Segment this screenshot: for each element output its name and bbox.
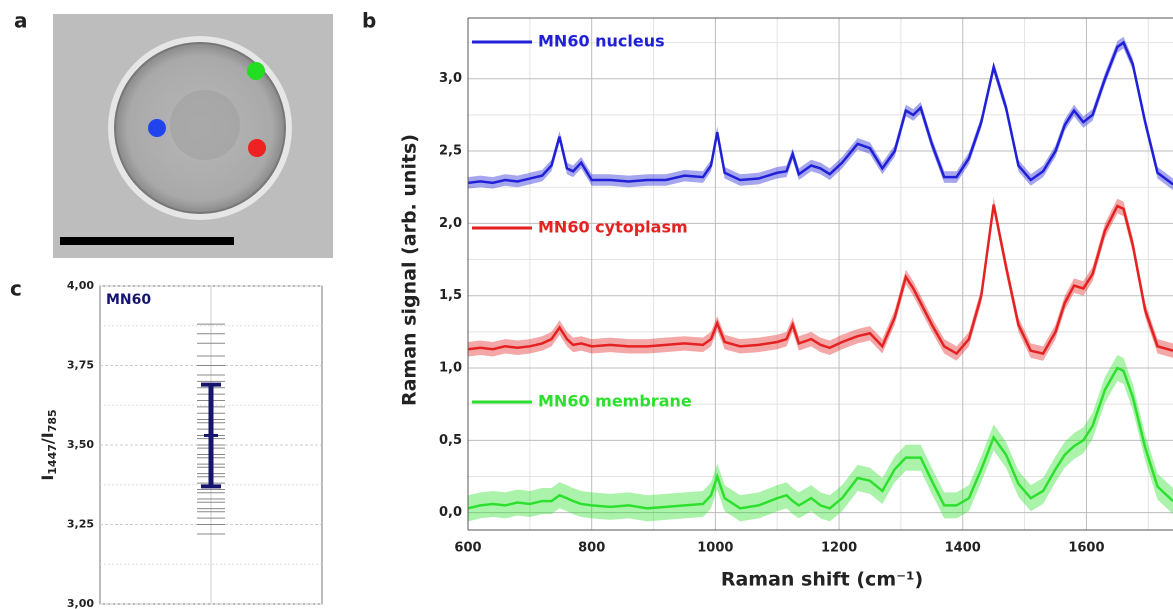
y-tick-label: 0,0 (439, 505, 462, 520)
marker-cytoplasm (248, 139, 266, 157)
y-tick-label: 3,75 (67, 359, 94, 372)
y-tick-label: 3,0 (439, 71, 462, 86)
panel-label: c (10, 277, 22, 301)
y-tick-label: 0,5 (439, 433, 462, 448)
x-tick-label: 1600 (1068, 541, 1104, 556)
x-axis-label: Raman shift (cm⁻¹) (721, 569, 923, 591)
panel-label: a (14, 9, 28, 33)
legend-label: MN60 nucleus (538, 32, 665, 51)
y-tick-label: 4,00 (67, 279, 94, 292)
y-tick-label: 1,0 (439, 361, 462, 376)
series-line (468, 40, 1173, 186)
plot-area (468, 18, 1173, 530)
micrograph (53, 14, 333, 258)
y-tick-label: 2,0 (439, 216, 462, 231)
x-tick-label: 1000 (697, 541, 733, 556)
y-axis-label-part: /I (38, 432, 57, 444)
panel-label: b (362, 9, 376, 33)
error-band (468, 354, 1173, 522)
series-line (468, 366, 1173, 510)
x-tick-label: 1200 (821, 541, 857, 556)
marker-membrane (247, 62, 265, 80)
y-axis-label-part: 1447 (46, 444, 59, 475)
scale-bar (60, 237, 234, 245)
y-axis-label-part: I (38, 475, 57, 481)
x-tick-label: 600 (454, 541, 481, 556)
legend-label: MN60 membrane (538, 392, 692, 411)
y-axis-label-part: 785 (46, 409, 59, 432)
x-tick-label: 1400 (945, 541, 981, 556)
legend-label: MN60 cytoplasm (538, 218, 688, 237)
x-tick-label: 800 (578, 541, 605, 556)
y-tick-label: 2,5 (439, 144, 462, 159)
marker-nucleus (148, 119, 166, 137)
series-line (468, 204, 1173, 356)
y-tick-label: 3,00 (67, 597, 94, 609)
y-tick-label: 3,50 (67, 438, 94, 451)
y-axis-label: I1447/I785 (38, 409, 60, 480)
cell-nucleus (170, 90, 240, 160)
y-tick-label: 3,25 (67, 518, 94, 531)
y-axis-label: Raman signal (arb. units) (399, 134, 421, 406)
y-tick-label: 1,5 (439, 288, 462, 303)
series-group (468, 36, 1173, 522)
chart-title: MN60 (106, 292, 151, 308)
